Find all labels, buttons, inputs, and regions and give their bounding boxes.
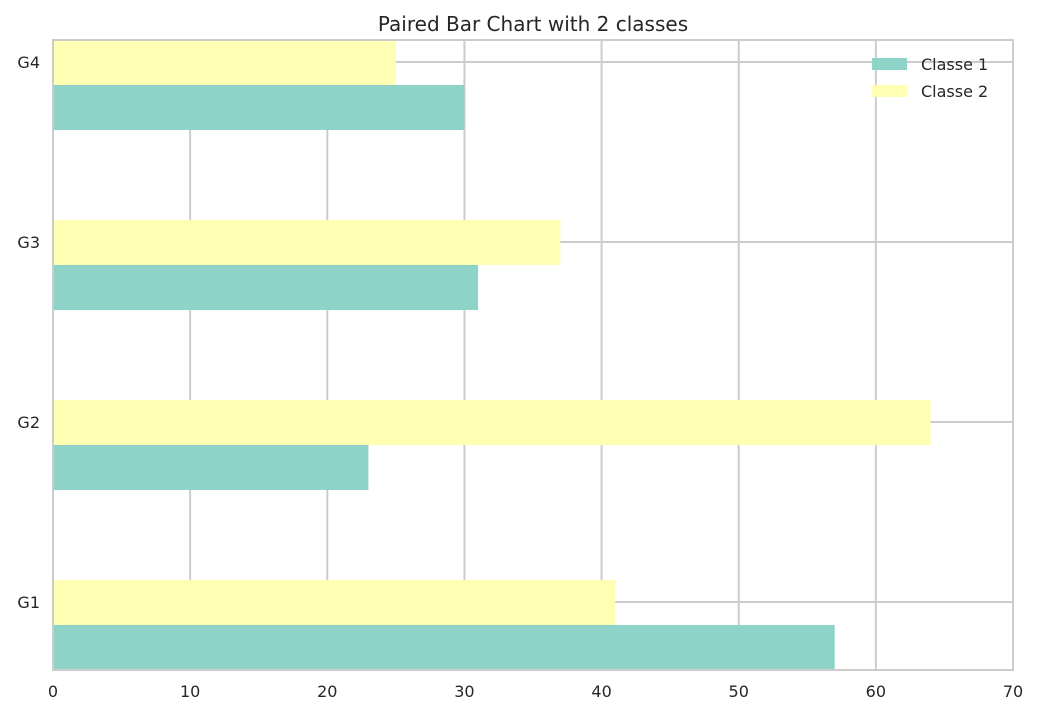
legend-label: Classe 1 [921, 55, 988, 74]
x-axis-ticks: 0 10 20 30 40 50 60 70 [48, 682, 1023, 701]
x-tick-label: 40 [591, 682, 611, 701]
legend: Classe 1 Classe 2 [872, 55, 988, 101]
legend-label: Classe 2 [921, 82, 988, 101]
plot-frame [52, 39, 1014, 671]
bar-classe-2 [53, 580, 616, 625]
bars [53, 40, 931, 670]
x-tick-label: 10 [180, 682, 200, 701]
y-tick-label: G1 [17, 593, 40, 612]
y-axis-ticks: G1 G2 G3 G4 [17, 53, 40, 612]
bar-classe-2 [53, 40, 396, 85]
grid-lines [52, 40, 1014, 670]
legend-swatch [872, 85, 907, 97]
x-tick-label: 0 [48, 682, 58, 701]
x-tick-label: 20 [317, 682, 337, 701]
y-tick-label: G3 [17, 233, 40, 252]
x-tick-label: 50 [729, 682, 749, 701]
bar-classe-2 [53, 220, 561, 265]
chart-title: Paired Bar Chart with 2 classes [378, 12, 688, 36]
bar-classe-1 [53, 625, 835, 670]
x-tick-label: 60 [866, 682, 886, 701]
legend-swatch [872, 58, 907, 70]
bar-classe-1 [53, 445, 369, 490]
bar-classe-2 [53, 400, 931, 445]
x-tick-label: 70 [1003, 682, 1023, 701]
y-tick-label: G4 [17, 53, 40, 72]
x-tick-label: 30 [454, 682, 474, 701]
bar-classe-1 [53, 85, 465, 130]
bar-classe-1 [53, 265, 479, 310]
y-tick-label: G2 [17, 413, 40, 432]
